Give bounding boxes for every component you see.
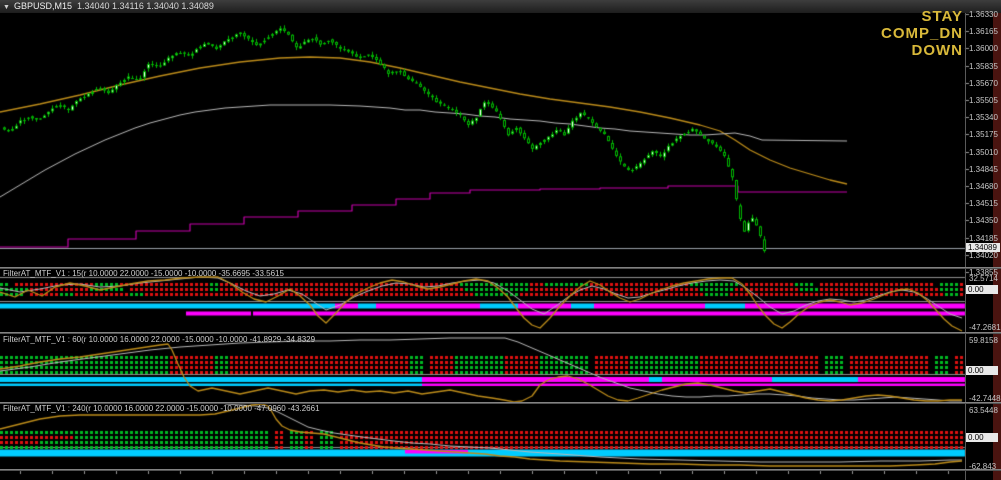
- current-price-box: 1.34089: [966, 243, 1000, 252]
- price-axis-label: 1.35505: [969, 96, 998, 105]
- window-menu-icon[interactable]: ▼: [3, 4, 10, 11]
- panel3-max-label: 63.5448: [969, 406, 998, 415]
- indicator-panel-title-60m: FilterAT_MTF_V1 : 60(r 10.0000 16.0000 2…: [3, 335, 316, 344]
- price-axis-label: 1.34845: [969, 165, 998, 174]
- indicator-panel-title-240m: FilterAT_MTF_V1 : 240(r 10.0000 16.0000 …: [3, 404, 320, 413]
- price-axis-label: 1.36165: [969, 27, 998, 36]
- price-axis-label: 1.33855: [969, 268, 998, 277]
- price-axis-label: 1.36330: [969, 10, 998, 19]
- price-axis-label: 1.36000: [969, 44, 998, 53]
- price-axis-label: 1.35340: [969, 113, 998, 122]
- price-axis-label: 1.35670: [969, 79, 998, 88]
- indicator-panel-title-15m: FilterAT_MTF_V1 : 15(r 10.0000 22.0000 -…: [3, 269, 284, 278]
- annotation-line-comp: COMP_DN: [880, 25, 963, 42]
- price-axis-label: 1.35835: [969, 62, 998, 71]
- panel1-min-label: -47.2681: [969, 323, 1001, 332]
- window-titlebar[interactable]: ▼ GBPUSD,M15 1.34040 1.34116 1.34040 1.340…: [0, 0, 1001, 13]
- panel2-max-label: 59.8158: [969, 336, 998, 345]
- panel-separator[interactable]: [0, 332, 1001, 334]
- panel1-zero-box: 0.00: [966, 285, 998, 294]
- panel2-min-label: -42.7448: [969, 394, 1001, 403]
- panel-separator[interactable]: [0, 402, 1001, 404]
- price-axis-divider: [965, 13, 966, 480]
- symbol-title: GBPUSD,M15: [13, 1, 72, 11]
- panel-separator[interactable]: [0, 267, 1001, 269]
- annotation-line-stay: STAY: [921, 8, 963, 25]
- panel-separator[interactable]: [0, 469, 1001, 471]
- trend-annotation: STAY COMP_DN DOWN: [881, 8, 963, 59]
- price-axis-label: 1.34020: [969, 251, 998, 260]
- panel3-min-label: -62.843: [969, 462, 997, 471]
- panel1-max-label: 32.5714: [969, 274, 998, 283]
- panel3-zero-box: 0.00: [966, 433, 998, 442]
- price-axis-label: 1.35175: [969, 130, 998, 139]
- price-axis-label: 1.34350: [969, 216, 998, 225]
- price-axis-label: 1.34185: [969, 234, 998, 243]
- ohlc-values: 1.34040 1.34116 1.34040 1.34089: [76, 1, 214, 11]
- price-axis-label: 1.35010: [969, 148, 998, 157]
- price-axis-label: 1.34515: [969, 199, 998, 208]
- panel2-zero-box: 0.00: [966, 366, 998, 375]
- price-axis-label: 1.34680: [969, 182, 998, 191]
- annotation-line-down: DOWN: [911, 42, 963, 59]
- price-axis[interactable]: 1.36330 1.36165 1.36000 1.35835 1.35670 1.355…: [966, 10, 1001, 470]
